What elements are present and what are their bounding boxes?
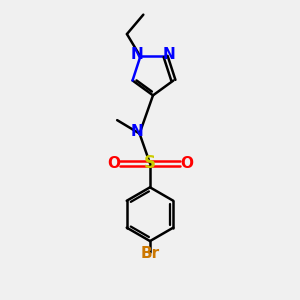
Text: S: S (144, 154, 156, 172)
Text: Br: Br (140, 246, 160, 261)
Text: O: O (180, 156, 193, 171)
Text: N: N (131, 124, 143, 139)
Text: N: N (131, 47, 144, 62)
Text: N: N (163, 47, 175, 62)
Text: O: O (107, 156, 120, 171)
